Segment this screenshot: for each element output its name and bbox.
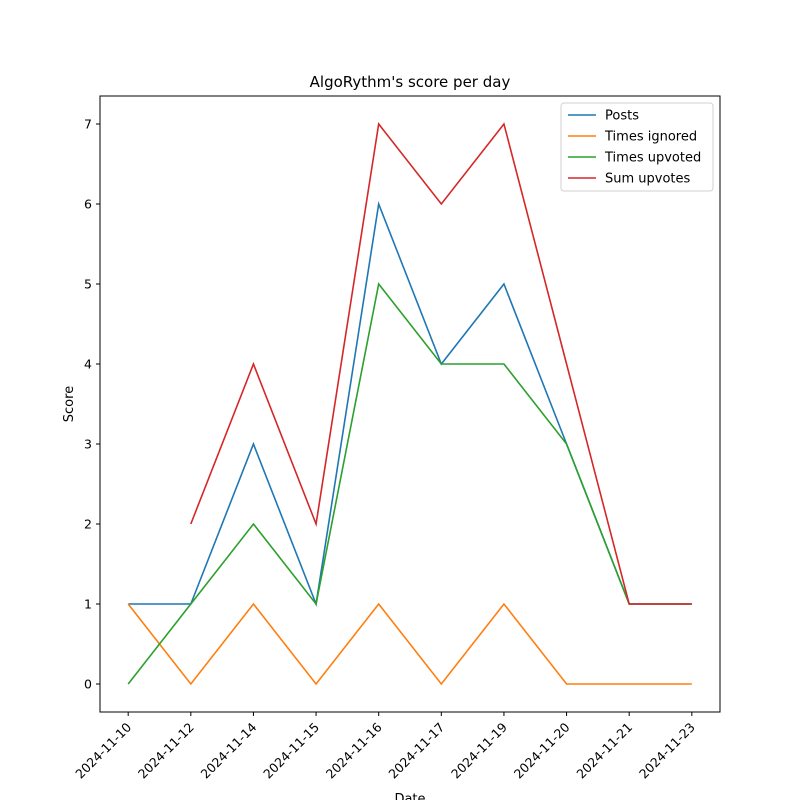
legend-label: Sum upvotes bbox=[605, 172, 691, 187]
series-line bbox=[127, 602, 692, 686]
x-tick-label: 2024-11-17 bbox=[385, 720, 447, 782]
x-tick-label: 2024-11-15 bbox=[260, 720, 322, 782]
y-tick-label: 7 bbox=[84, 117, 92, 132]
y-tick-label: 6 bbox=[84, 197, 92, 212]
legend: Posts Times ignored Times upvoted Sum upvot… bbox=[560, 102, 714, 192]
legend-label: Posts bbox=[605, 109, 639, 124]
x-tick-label: 2024-11-12 bbox=[135, 720, 197, 782]
x-tick-label: 2024-11-23 bbox=[636, 720, 698, 782]
x-tick-label: 2024-11-19 bbox=[448, 719, 510, 781]
x-tick-label: 2024-11-14 bbox=[198, 719, 260, 781]
x-tick-label: 2024-11-20 bbox=[511, 719, 573, 781]
legend-label: Times ignored bbox=[604, 130, 697, 145]
plot-frame bbox=[99, 95, 721, 713]
y-tick-label: 0 bbox=[84, 677, 92, 692]
series-line bbox=[128, 200, 692, 608]
series-line bbox=[127, 282, 692, 685]
x-axis-label: Date bbox=[394, 792, 425, 800]
x-tick-label: 2024-11-10 bbox=[72, 719, 134, 781]
y-tick-label: 1 bbox=[84, 597, 92, 612]
y-tick-label: 3 bbox=[84, 437, 92, 452]
y-tick-label: 2 bbox=[84, 517, 92, 532]
x-tick-label: 2024-11-21 bbox=[573, 720, 635, 782]
y-axis-label: Score bbox=[62, 386, 77, 422]
legend-label: Times upvoted bbox=[604, 151, 701, 166]
y-tick-label: 5 bbox=[84, 277, 92, 292]
y-tick-label: 4 bbox=[84, 357, 92, 372]
x-tick-label: 2024-11-16 bbox=[323, 719, 385, 781]
chart-title: AlgoRythm's score per day bbox=[310, 73, 511, 91]
legend-box bbox=[560, 102, 714, 192]
series-line bbox=[190, 122, 692, 605]
